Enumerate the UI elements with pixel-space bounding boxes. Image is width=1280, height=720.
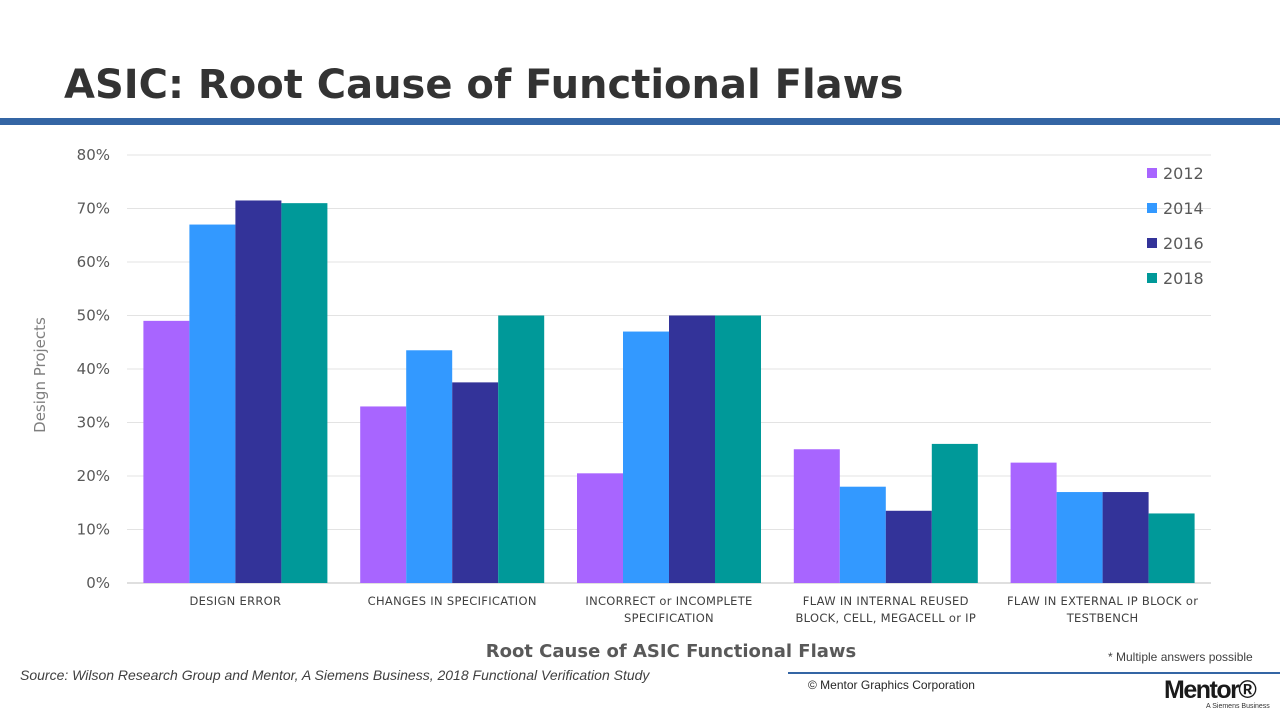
bar-2016: [885, 510, 932, 583]
footer-divider: [788, 672, 1280, 674]
bar-2018: [281, 203, 328, 583]
source-note: Source: Wilson Research Group and Mentor…: [20, 667, 650, 683]
x-tick-label: FLAW IN EXTERNAL IP BLOCK or TESTBENCH: [1007, 594, 1198, 625]
y-tick-label: 70%: [77, 200, 110, 218]
footnote: * Multiple answers possible: [1108, 650, 1253, 664]
legend-label: 2018: [1163, 269, 1204, 288]
y-tick-label: 60%: [77, 253, 110, 271]
legend-swatch: [1147, 168, 1157, 178]
copyright: © Mentor Graphics Corporation: [808, 678, 975, 692]
mentor-logo: Mentor® A Siemens Business: [1160, 676, 1270, 714]
y-tick-label: 10%: [77, 521, 110, 539]
y-tick-label: 20%: [77, 467, 110, 485]
logo-tagline: A Siemens Business: [1206, 703, 1270, 710]
legend-swatch: [1147, 273, 1157, 283]
x-tick-label: DESIGN ERROR: [189, 594, 281, 608]
x-tick-label: FLAW IN INTERNAL REUSED BLOCK, CELL, MEGA…: [795, 594, 976, 625]
x-axis-label: Root Cause of ASIC Functional Flaws: [486, 641, 857, 660]
bar-2012: [1010, 462, 1057, 583]
y-axis-label: Design Projects: [31, 317, 49, 433]
bar-2018: [715, 315, 761, 583]
x-axis-categories: DESIGN ERROR CHANGES IN SPECIFICATION INCO…: [189, 594, 1198, 625]
x-tick-label: INCORRECT or INCOMPLETE SPECIFICATION: [585, 594, 752, 625]
legend-label: 2014: [1163, 199, 1204, 218]
bar-2012: [360, 406, 407, 583]
title-divider: [0, 118, 1280, 125]
y-tick-label: 40%: [77, 360, 110, 378]
bar-2016: [452, 382, 499, 583]
bar-2014: [1056, 492, 1103, 583]
bar-2012: [143, 320, 190, 583]
bars: [143, 200, 1195, 584]
legend-label: 2012: [1163, 164, 1204, 183]
bar-2014: [406, 350, 453, 583]
bar-2016: [235, 200, 282, 583]
bar-chart: 0% 10% 20% 30% 40% 50% 60% 70% 80% DESIGN ERROR C…: [31, 146, 1211, 660]
legend-swatch: [1147, 203, 1157, 213]
x-tick-label: CHANGES IN SPECIFICATION: [368, 594, 537, 608]
logo-wordmark: Mentor®: [1164, 676, 1257, 704]
bar-2018: [1148, 513, 1195, 583]
legend-swatch: [1147, 238, 1157, 248]
bar-2016: [1102, 492, 1149, 583]
y-axis-ticks: 0% 10% 20% 30% 40% 50% 60% 70% 80%: [77, 146, 110, 592]
bar-2014: [189, 224, 236, 584]
bar-2012: [793, 449, 840, 583]
bar-2016: [669, 315, 715, 583]
bar-2014: [839, 486, 886, 583]
y-tick-label: 50%: [77, 307, 110, 325]
y-tick-label: 0%: [86, 574, 110, 592]
bar-2014: [623, 331, 669, 583]
slide-title: ASIC: Root Cause of Functional Flaws: [64, 62, 904, 108]
bar-2018: [498, 315, 545, 583]
y-tick-label: 80%: [77, 146, 110, 164]
legend: 2012 2014 2016 2018: [1147, 164, 1204, 288]
legend-label: 2016: [1163, 234, 1204, 253]
y-tick-label: 30%: [77, 414, 110, 432]
bar-2018: [931, 443, 978, 583]
bar-2012: [577, 473, 623, 583]
